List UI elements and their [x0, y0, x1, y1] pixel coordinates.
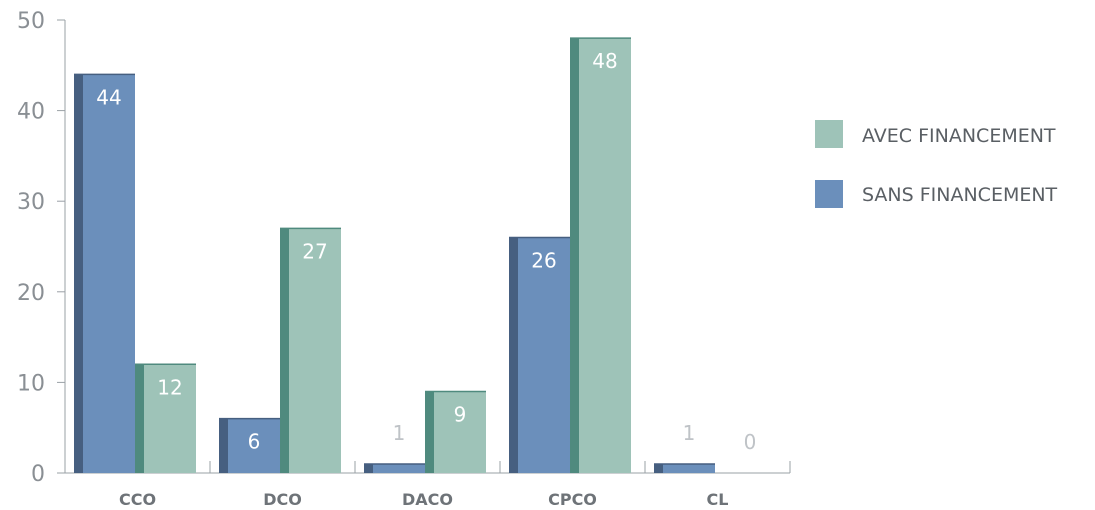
y-tick-label: 0 [31, 462, 45, 487]
bar-side-sans [74, 74, 83, 474]
bar-sans [518, 237, 570, 473]
bar-side-sans [509, 237, 518, 473]
y-tick-label: 40 [17, 100, 45, 125]
data-label: 44 [96, 85, 121, 109]
bar-sans [228, 418, 280, 473]
bar-avec [144, 364, 196, 473]
y-tick-label: 50 [17, 9, 45, 34]
bar-sans [373, 463, 425, 473]
bar-avec [579, 38, 631, 474]
bar-sans [663, 463, 715, 473]
x-tick-label: DCO [263, 490, 302, 509]
x-tick-label: CL [707, 490, 729, 509]
bars [74, 37, 715, 474]
data-label: 6 [248, 430, 261, 454]
bar-avec [434, 391, 486, 473]
x-tick-label: DACO [402, 490, 453, 509]
bar-side-avec [570, 38, 579, 474]
data-label: 9 [454, 402, 467, 426]
bar-side-sans [219, 418, 228, 473]
y-tick-label: 30 [17, 190, 45, 215]
data-label: 12 [157, 375, 182, 399]
data-label: 26 [531, 248, 556, 272]
y-tick-label: 20 [17, 281, 45, 306]
data-labels: 44 12 6 27 1 9 26 48 1 0 [96, 49, 756, 454]
legend-label-sans: SANS FINANCEMENT [862, 184, 1058, 206]
x-axis: CCO DCO DACO CPCO CL [65, 461, 791, 509]
legend-swatch-avec [815, 120, 843, 148]
legend: AVEC FINANCEMENT SANS FINANCEMENT [815, 120, 1058, 208]
data-label: 1 [393, 421, 406, 445]
x-tick-label: CPCO [548, 490, 597, 509]
x-tick-label: CCO [119, 490, 156, 509]
bar-side-avec [425, 391, 434, 473]
data-label: 27 [302, 239, 327, 263]
legend-label-avec: AVEC FINANCEMENT [862, 125, 1056, 147]
bar-side-avec [135, 364, 144, 473]
bar-sans [83, 74, 135, 474]
bar-side-sans [364, 463, 373, 473]
y-tick-label: 10 [17, 371, 45, 396]
y-axis: 0 10 20 30 40 50 [17, 9, 66, 487]
bar-side-sans [654, 463, 663, 473]
data-label: 0 [744, 430, 757, 454]
data-label: 48 [592, 49, 617, 73]
bar-side-avec [280, 228, 289, 473]
legend-swatch-sans [815, 180, 843, 208]
bar-avec [289, 228, 341, 473]
data-label: 1 [683, 421, 696, 445]
